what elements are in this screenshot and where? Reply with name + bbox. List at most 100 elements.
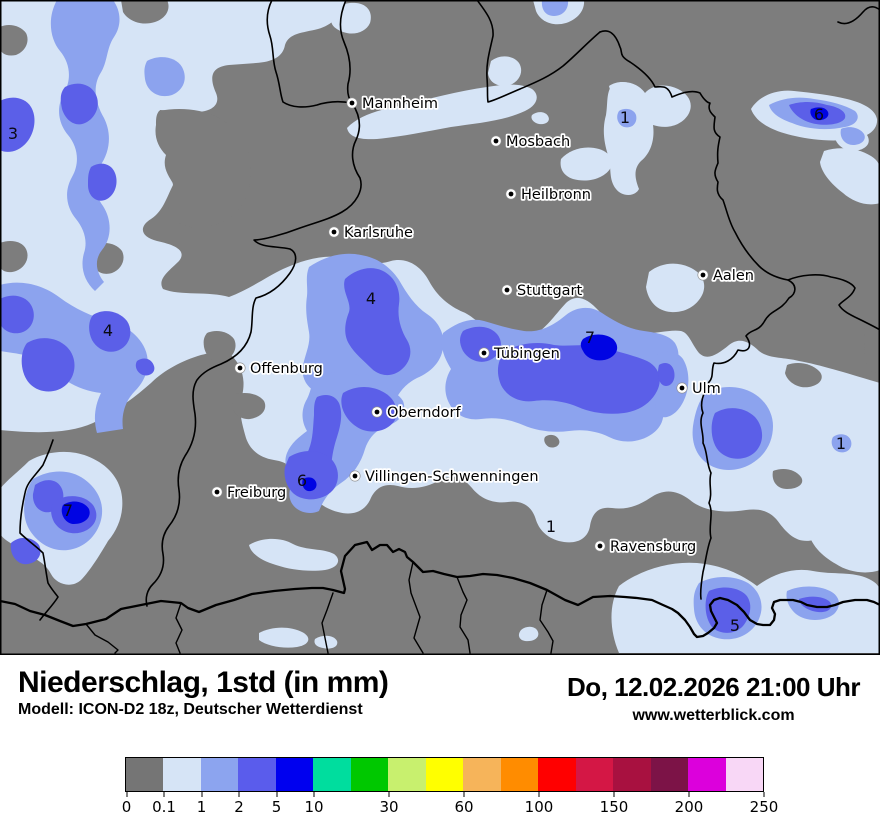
city-marker: Aalen xyxy=(697,266,756,286)
city-label: Oberndorf xyxy=(387,405,461,421)
precip-value-label: 4 xyxy=(103,321,113,340)
legend-color-bar xyxy=(125,757,764,792)
website-label: www.wetterblick.com xyxy=(632,707,795,724)
city-dot xyxy=(679,385,685,391)
legend-swatch xyxy=(275,758,314,791)
precip-value-label: 1 xyxy=(836,434,846,453)
city-marker: Stuttgart xyxy=(501,281,584,301)
legend-tick-label: 0.1 xyxy=(152,798,176,816)
color-scale-legend: 0 0.1 1 2 5 10 30 60 100 150 200 250 xyxy=(121,757,778,818)
city-marker: Offenburg xyxy=(234,359,325,379)
city-dot xyxy=(237,365,243,371)
precip-value-label: 1 xyxy=(546,517,556,536)
rain-layer-heavy xyxy=(0,83,846,633)
legend-tick-label: 1 xyxy=(196,798,207,816)
legend-tick-label: 30 xyxy=(379,798,399,816)
city-marker: Freiburg xyxy=(211,483,288,503)
legend-tick-label: 200 xyxy=(674,798,704,816)
legend-swatch xyxy=(350,758,389,791)
legend-tick-label: 10 xyxy=(304,798,324,816)
city-label: Ravensburg xyxy=(610,539,696,555)
city-label: Mosbach xyxy=(506,134,570,150)
legend-swatch xyxy=(238,758,276,791)
legend-tick-mark xyxy=(613,792,615,797)
legend-tick-label: 250 xyxy=(749,798,779,816)
city-dot xyxy=(597,543,603,549)
precip-value-label: 3 xyxy=(8,124,18,143)
city-marker: Ulm xyxy=(676,379,722,399)
precip-value-label: 5 xyxy=(730,616,740,635)
legend-swatch xyxy=(313,758,351,791)
legend-swatch xyxy=(500,758,539,791)
city-dot xyxy=(504,287,510,293)
legend-swatch xyxy=(650,758,689,791)
city-dot xyxy=(331,229,337,235)
legend-swatch xyxy=(613,758,651,791)
city-label: Villingen-Schwenningen xyxy=(365,469,539,485)
legend-tick-mark xyxy=(463,792,465,797)
region-border-lines xyxy=(85,561,554,654)
city-dot xyxy=(700,272,706,278)
city-label: Freiburg xyxy=(227,485,286,501)
legend-tick-mark xyxy=(238,792,240,797)
city-marker: Oberndorf xyxy=(371,403,463,423)
city-label: Mannheim xyxy=(362,96,438,112)
legend-tick-label: 150 xyxy=(599,798,629,816)
page-title: Niederschlag, 1std (in mm) xyxy=(18,666,389,699)
legend-tick-mark xyxy=(763,792,765,797)
land-islands xyxy=(0,0,880,489)
border-lines xyxy=(19,0,880,621)
legend-swatch xyxy=(200,758,239,791)
legend-tick-labels: 0 0.1 1 2 5 10 30 60 100 150 200 250 xyxy=(121,792,778,818)
precip-value-label: 4 xyxy=(366,289,376,308)
legend-swatch xyxy=(463,758,501,791)
legend-swatch xyxy=(163,758,201,791)
legend-swatch xyxy=(575,758,614,791)
city-dot xyxy=(374,409,380,415)
legend-tick-label: 2 xyxy=(234,798,244,816)
city-dot xyxy=(352,473,358,479)
caption-bar: Niederschlag, 1std (in mm) Modell: ICON-… xyxy=(0,655,880,745)
legend-swatch xyxy=(725,758,763,791)
legend-swatch xyxy=(425,758,464,791)
value-label-layer: 3 1 6 4 4 7 1 6 7 1 5 xyxy=(8,105,846,635)
city-label: Karlsruhe xyxy=(344,225,413,241)
legend-tick-label: 100 xyxy=(524,798,554,816)
legend-tick-label: 0 xyxy=(121,798,132,816)
legend-tick-mark xyxy=(201,792,202,797)
city-dot xyxy=(214,489,220,495)
city-marker: Ravensburg xyxy=(594,537,698,557)
legend-swatch xyxy=(388,758,426,791)
city-label: Offenburg xyxy=(250,361,323,377)
legend-tick-label: 5 xyxy=(271,798,282,816)
legend-tick-mark xyxy=(126,792,127,797)
city-marker: Mosbach xyxy=(490,132,572,152)
legend-tick-mark xyxy=(688,792,690,797)
city-label: Stuttgart xyxy=(517,283,583,299)
legend-tick-mark xyxy=(163,792,165,797)
city-label: Tübingen xyxy=(493,346,560,362)
city-label: Heilbronn xyxy=(521,187,591,203)
legend-tick-mark xyxy=(538,792,540,797)
city-label: Ulm xyxy=(692,381,721,397)
city-marker-layer: Mannheim Mosbach Heilbronn Karlsruhe Stuttga… xyxy=(211,94,756,557)
city-marker: Karlsruhe xyxy=(328,223,415,243)
city-marker: Mannheim xyxy=(346,94,440,114)
legend-tick-label: 60 xyxy=(454,798,474,816)
precip-value-label: 1 xyxy=(620,108,630,127)
precip-value-label: 7 xyxy=(63,501,73,520)
rain-layer-intense xyxy=(61,107,829,524)
city-dot xyxy=(481,350,487,356)
legend-tick-mark xyxy=(388,792,390,797)
city-dot xyxy=(508,191,514,197)
country-border-lines xyxy=(0,540,880,639)
city-marker: Heilbronn xyxy=(505,185,593,205)
precip-value-label: 6 xyxy=(814,105,824,124)
city-marker: Tübingen xyxy=(478,344,561,364)
map-frame xyxy=(0,0,880,655)
legend-tick-mark xyxy=(313,792,315,797)
legend-tick-mark xyxy=(276,792,277,797)
legend-swatch xyxy=(538,758,576,791)
city-marker: Villingen-Schwenningen xyxy=(349,467,540,487)
